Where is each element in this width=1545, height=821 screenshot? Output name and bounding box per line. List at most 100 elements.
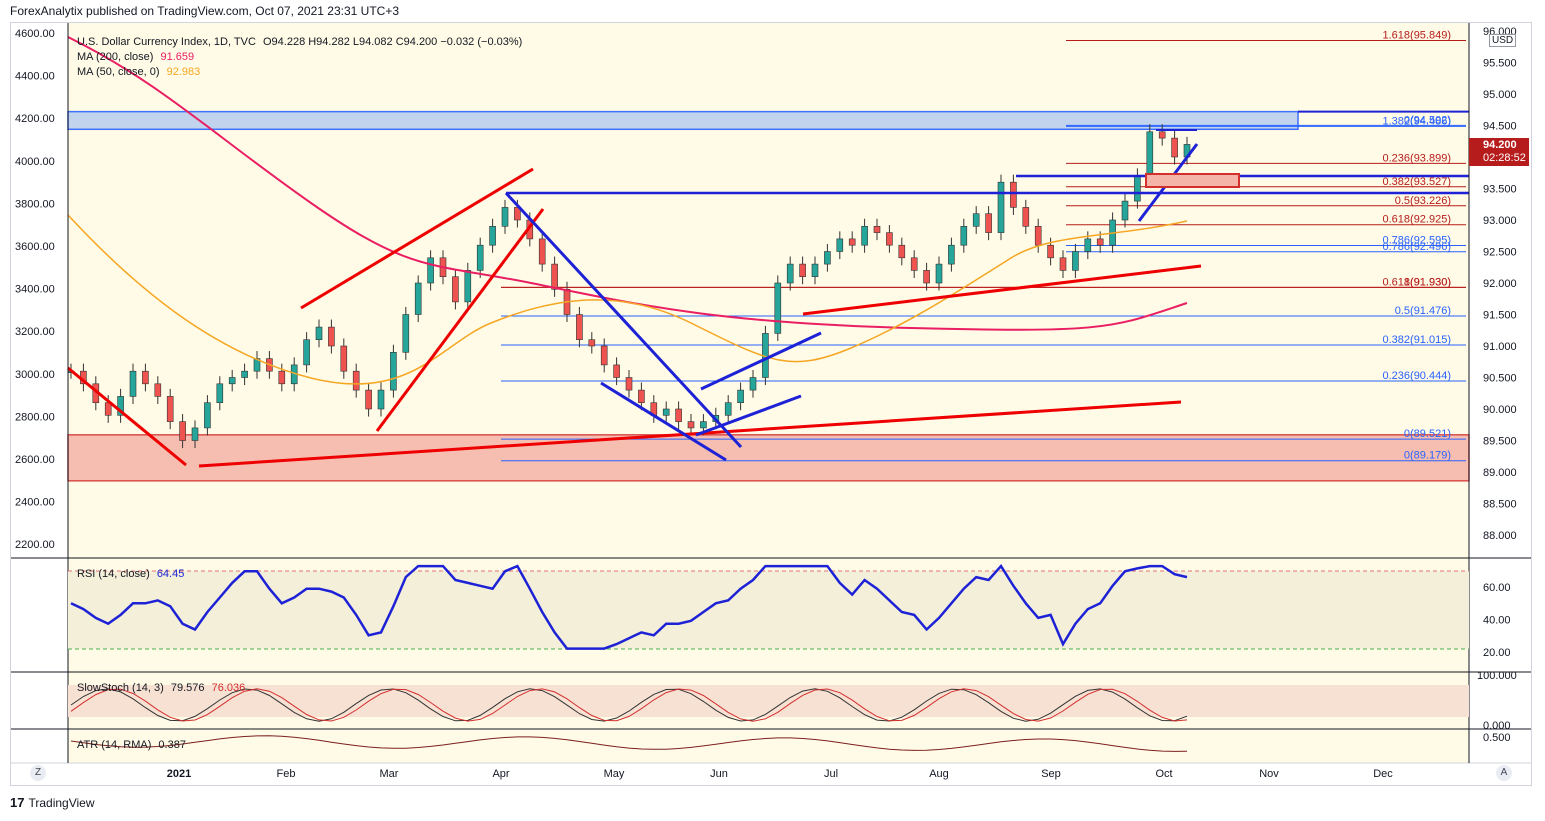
left-axis-tick: 4000.00: [15, 156, 55, 168]
footer: 17 TradingView: [10, 795, 95, 810]
candle-body: [910, 257, 918, 271]
fib-level-label: 0(89.521): [1404, 428, 1451, 440]
candle-body: [414, 282, 422, 315]
stoch-label[interactable]: SlowStoch (14, 3): [77, 682, 164, 694]
trendline-red: [198, 400, 1182, 468]
right-axis-tick: 92.500: [1483, 247, 1517, 259]
left-axis-tick: 4600.00: [15, 28, 55, 40]
candle-body: [700, 421, 707, 429]
right-axis-tick: 91.500: [1483, 310, 1517, 322]
rsi-label[interactable]: RSI (14, close): [77, 568, 150, 580]
chart-legend: U.S. Dollar Currency Index, 1D, TVC O94.…: [77, 35, 522, 80]
stoch-axis-tick: 0.000: [1483, 720, 1511, 732]
rsi-axis-tick: 60.00: [1483, 582, 1511, 594]
stoch-k-line: [70, 688, 1188, 722]
candle-body: [390, 351, 397, 391]
candle-body: [886, 232, 893, 246]
candle-body: [551, 263, 558, 290]
chart-svg[interactable]: 96.00095.50095.00094.50094.00093.50093.0…: [11, 23, 1531, 785]
last-price: 94.200: [1483, 139, 1517, 151]
symbol-title[interactable]: U.S. Dollar Currency Index, 1D, TVC: [77, 36, 256, 48]
ma50-line: [67, 214, 1188, 385]
auto-scale-toggle-button[interactable]: A: [1496, 765, 1512, 781]
candle-body: [402, 314, 410, 353]
right-axis-tick: 89.000: [1483, 467, 1517, 479]
trendline-blue: [695, 394, 802, 437]
time-axis-tick: Sep: [1041, 768, 1061, 780]
candle-body: [129, 370, 137, 397]
right-axis-tick: 92.000: [1483, 278, 1517, 290]
trendline-red: [300, 167, 534, 310]
left-axis-tick: 3200.00: [15, 326, 55, 338]
candle-body: [613, 364, 620, 378]
chart-background: [11, 23, 1531, 785]
trendline-blue: [504, 191, 743, 449]
ma200-line: [67, 36, 1188, 331]
fib-level-label: 1.618(95.849): [1383, 30, 1452, 42]
candle-body: [1146, 131, 1154, 177]
ohlc-values: O94.228 H94.282 L94.082 C94.200 −0.032 (…: [262, 36, 523, 48]
left-axis-tick: 2600.00: [15, 454, 55, 466]
candle-body: [737, 389, 744, 404]
candle-body: [948, 244, 955, 265]
time-axis-tick: Jun: [710, 768, 728, 780]
candle-body: [377, 389, 385, 410]
last-price-tag: 94.200 02:28:52: [1469, 138, 1529, 166]
right-axis-tick: 89.500: [1483, 436, 1517, 448]
trendline-red: [67, 366, 187, 467]
currency-label[interactable]: USD: [1489, 34, 1517, 47]
support-zone: [67, 434, 1470, 482]
candle-body: [960, 226, 968, 246]
atr-label[interactable]: ATR (14, RMA): [77, 739, 152, 751]
rsi-line: [70, 564, 1188, 650]
ma50-label[interactable]: MA (50, close, 0): [77, 66, 160, 78]
fib-level-label: 0.236(90.444): [1383, 370, 1452, 382]
left-axis-panel: [11, 23, 68, 763]
candle-body: [117, 396, 124, 416]
candle-body: [452, 276, 459, 303]
candle-body: [923, 270, 930, 284]
ma200-value: 91.659: [160, 51, 195, 63]
publisher-header: ForexAnalytix published on TradingView.c…: [10, 4, 399, 18]
candle-body: [1022, 207, 1030, 227]
fib-level-label: 0.382(91.015): [1383, 334, 1452, 346]
atr-axis-tick: 0.500: [1483, 732, 1511, 744]
left-axis-tick: 3000.00: [15, 369, 55, 381]
left-axis-tick: 2800.00: [15, 411, 55, 423]
candle-body: [476, 244, 484, 271]
chart-container[interactable]: 96.00095.50095.00094.50094.00093.50093.0…: [10, 22, 1532, 786]
candle-body: [1158, 131, 1166, 139]
log-scale-toggle-button[interactable]: Z: [30, 765, 46, 781]
candle-body: [1047, 244, 1054, 259]
candle-body: [662, 408, 670, 416]
candle-body: [675, 408, 682, 422]
candle-body: [836, 238, 844, 252]
candle-body: [997, 181, 1005, 233]
fib-level-label: 0.5(91.476): [1395, 305, 1451, 317]
time-axis-tick: Apr: [492, 768, 509, 780]
fib-level-label: 1(91.930): [1404, 276, 1451, 288]
right-axis-tick: 95.500: [1483, 58, 1517, 70]
right-axis-tick: 90.000: [1483, 404, 1517, 416]
footer-brand[interactable]: TradingView: [28, 795, 95, 810]
candle-body: [1084, 238, 1092, 252]
candle-body: [638, 389, 645, 404]
stoch-d-line: [70, 688, 1188, 722]
candle-body: [464, 270, 472, 303]
fib-level-label: 0(94.502): [1404, 114, 1451, 126]
candle-body: [625, 377, 633, 391]
left-axis-tick: 3400.00: [15, 284, 55, 296]
ma200-label[interactable]: MA (200, close): [77, 51, 154, 63]
bar-countdown: 02:28:52: [1483, 152, 1526, 164]
fib-level-label: 0.382(93.527): [1383, 176, 1452, 188]
candle-body: [935, 263, 943, 284]
time-axis-tick: Jul: [824, 768, 838, 780]
fib-level-label: 0.5(93.226): [1395, 195, 1451, 207]
tradingview-logo-icon[interactable]: 17: [10, 795, 25, 810]
candle-body: [724, 402, 732, 416]
trendline-blue: [600, 381, 727, 462]
right-axis-tick: 88.500: [1483, 499, 1517, 511]
candle-body: [1059, 257, 1067, 271]
candle-body: [154, 383, 162, 397]
candle-body: [1096, 238, 1104, 246]
